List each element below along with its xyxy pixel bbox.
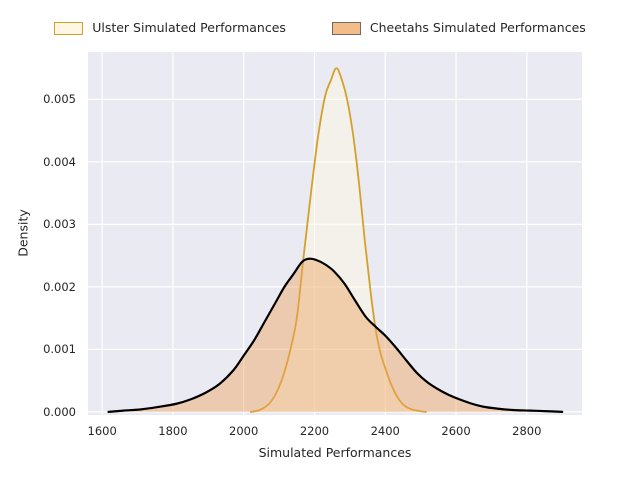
- y-axis-label: Density: [15, 209, 31, 257]
- x-tick-label: 2400: [370, 424, 400, 438]
- y-tick-label: 0.004: [43, 154, 76, 169]
- legend-swatch-ulster: [54, 21, 84, 35]
- x-tick-label: 1600: [87, 424, 117, 438]
- y-tick-label: 0.001: [43, 342, 76, 357]
- y-tick-label: 0.000: [43, 404, 76, 419]
- x-tick-label: 2000: [229, 424, 259, 438]
- legend-item-ulster: Ulster Simulated Performances: [54, 21, 286, 35]
- y-tick-label: 0.002: [43, 279, 76, 294]
- legend-label-ulster: Ulster Simulated Performances: [92, 20, 286, 35]
- legend: Ulster Simulated Performances Cheetahs S…: [0, 16, 640, 40]
- legend-label-cheetahs: Cheetahs Simulated Performances: [369, 20, 586, 35]
- kde-density-chart: [88, 52, 582, 415]
- x-tick-label: 2200: [299, 424, 330, 438]
- x-tick-label: 2800: [512, 424, 542, 438]
- legend-item-cheetahs: Cheetahs Simulated Performances: [331, 20, 586, 35]
- y-tick-label: 0.003: [43, 217, 76, 232]
- legend-swatch-cheetahs: [331, 21, 361, 35]
- x-tick-label: 1800: [158, 424, 188, 438]
- x-axis-label: Simulated Performances: [258, 445, 412, 460]
- y-tick-label: 0.005: [43, 92, 76, 107]
- plot-area: [88, 52, 582, 415]
- x-tick-label: 2600: [441, 424, 471, 438]
